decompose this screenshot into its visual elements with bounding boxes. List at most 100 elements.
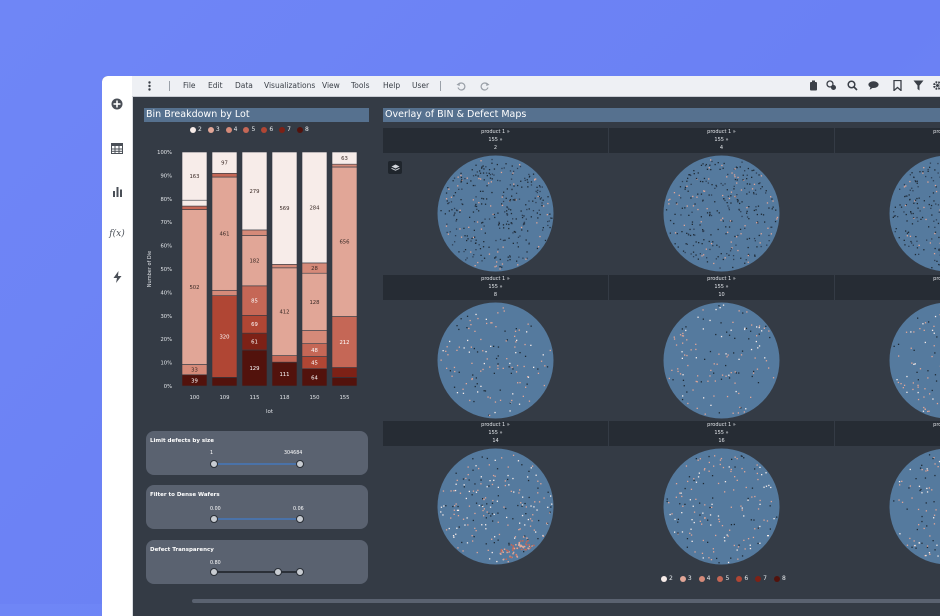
legend-item[interactable]: 8 (774, 575, 786, 582)
size-range-slider[interactable] (213, 463, 301, 465)
defect-point (474, 331, 475, 332)
legend-item[interactable]: 4 (226, 126, 238, 133)
defect-point (546, 523, 547, 524)
density-range-slider[interactable] (213, 518, 301, 520)
wafer-wafer-label[interactable]: 10 (609, 291, 834, 299)
wafer-wafer-label[interactable]: 4 (609, 144, 834, 152)
bookmark-tag-icon[interactable] (808, 80, 819, 91)
wafer-product-label[interactable]: product 1 » (835, 421, 940, 429)
wafer-product-label[interactable]: product 1 » (609, 128, 834, 136)
menu-data[interactable]: Data (235, 81, 253, 90)
defect-point (518, 492, 519, 493)
legend-item[interactable]: 3 (680, 575, 692, 582)
defect-point (734, 196, 735, 197)
legend-item[interactable]: 5 (717, 575, 729, 582)
wafer-product-label[interactable]: product 1 » (383, 421, 608, 429)
wafer-lot-label[interactable]: 155 » (835, 283, 940, 291)
wafer-map[interactable] (835, 153, 940, 274)
lightning-icon[interactable] (102, 262, 132, 292)
wafer-map[interactable] (609, 153, 834, 274)
slider-handle-max[interactable] (296, 515, 304, 523)
wafer-map[interactable] (383, 153, 608, 274)
wafer-lot-label[interactable]: 155 » (609, 429, 834, 437)
transparency-slider[interactable] (213, 571, 301, 573)
wafer-lot-label[interactable]: 155 » (609, 283, 834, 291)
wafer-lot-label[interactable]: 155 » (835, 136, 940, 144)
wafer-circle (438, 303, 554, 419)
menu-visualizations[interactable]: Visualizations (264, 81, 315, 90)
defect-point (517, 382, 518, 383)
legend-item[interactable]: 6 (736, 575, 748, 582)
defect-point (895, 207, 896, 208)
slider-handle[interactable] (210, 568, 218, 576)
wafer-product-label[interactable]: product 1 » (609, 275, 834, 283)
defect-point (692, 221, 693, 222)
legend-item[interactable]: 3 (208, 126, 220, 133)
menu-user[interactable]: User (412, 81, 429, 90)
wafer-map[interactable] (835, 300, 940, 421)
wafer-wafer-label[interactable]: 2 (383, 144, 608, 152)
wafer-product-label[interactable]: product 1 » (383, 128, 608, 136)
menu-file[interactable]: File (183, 81, 196, 90)
table-icon[interactable] (102, 133, 132, 163)
defect-point (470, 180, 471, 181)
legend-item[interactable]: 5 (243, 126, 255, 133)
wafer-lot-label[interactable]: 155 » (383, 429, 608, 437)
wafer-map[interactable] (609, 446, 834, 567)
wafer-product-label[interactable]: product 1 » (383, 275, 608, 283)
wafer-map[interactable] (609, 300, 834, 421)
defect-point (927, 468, 928, 469)
legend-item[interactable]: 8 (297, 126, 309, 133)
function-icon[interactable]: f(x) (102, 219, 132, 249)
horizontal-scrollbar[interactable] (192, 599, 940, 603)
wafer-product-label[interactable]: product 1 » (609, 421, 834, 429)
defect-point (917, 183, 918, 184)
search-icon[interactable] (847, 80, 858, 91)
menu-view[interactable]: View (322, 81, 340, 90)
bar-segment (332, 164, 357, 167)
slider-handle-max[interactable] (296, 460, 304, 468)
menu-edit[interactable]: Edit (208, 81, 223, 90)
wafer-wafer-label[interactable]: 8 (383, 291, 608, 299)
bookmark-icon[interactable] (892, 80, 903, 91)
defect-point (735, 457, 736, 458)
menu-tools[interactable]: Tools (351, 81, 369, 90)
menu-help[interactable]: Help (383, 81, 400, 90)
wafer-wafer-label[interactable]: 16 (609, 437, 834, 445)
defect-point (899, 204, 900, 205)
bar-segment (272, 356, 297, 363)
defect-point (934, 253, 935, 254)
defect-point (711, 507, 712, 508)
bar-chart-icon[interactable] (102, 176, 132, 206)
wafer-map[interactable] (383, 300, 608, 421)
legend-item[interactable]: 2 (190, 126, 202, 133)
wafer-map[interactable] (835, 446, 940, 567)
wafer-lot-label[interactable]: 155 » (383, 283, 608, 291)
wafer-lot-label[interactable]: 155 » (609, 136, 834, 144)
legend-item[interactable]: 7 (279, 126, 291, 133)
menu-dots-icon[interactable] (144, 80, 155, 91)
wafer-lot-label[interactable]: 155 » (383, 136, 608, 144)
defect-point (933, 200, 934, 201)
slider-handle-min[interactable] (210, 515, 218, 523)
legend-item[interactable]: 2 (661, 575, 673, 582)
slider-handle[interactable] (296, 568, 304, 576)
add-icon[interactable] (102, 89, 132, 119)
wafer-map[interactable] (383, 446, 608, 567)
wafer-product-label[interactable]: product 1 » (835, 275, 940, 283)
legend-item[interactable]: 4 (699, 575, 711, 582)
wafer-lot-label[interactable]: 155 » (835, 429, 940, 437)
defect-point (759, 526, 760, 527)
filter-icon[interactable] (913, 80, 924, 91)
comment-icon[interactable] (868, 80, 879, 91)
undo-icon[interactable] (455, 80, 466, 91)
slider-handle[interactable] (274, 568, 282, 576)
share-icon[interactable] (826, 80, 837, 91)
wafer-wafer-label[interactable]: 14 (383, 437, 608, 445)
legend-item[interactable]: 7 (755, 575, 767, 582)
gear-icon[interactable] (932, 80, 940, 91)
wafer-product-label[interactable]: product 1 » (835, 128, 940, 136)
redo-icon[interactable] (479, 80, 490, 91)
legend-item[interactable]: 6 (261, 126, 273, 133)
slider-handle-min[interactable] (210, 460, 218, 468)
